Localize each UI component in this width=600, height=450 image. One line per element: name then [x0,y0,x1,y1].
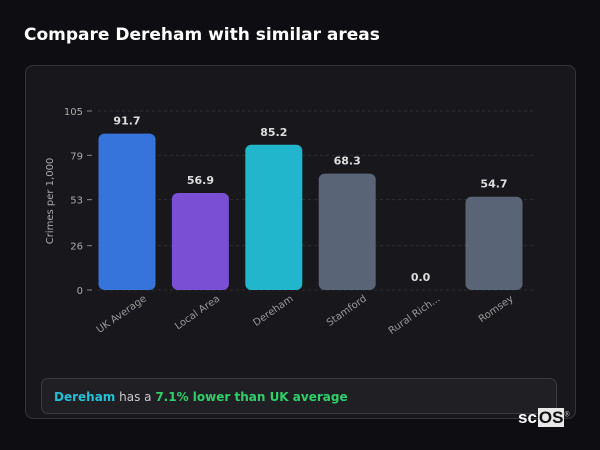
logo-mark: ® [564,411,570,419]
bar-romsey [465,196,523,290]
data-label: 68.3 [334,155,361,168]
summary-box: Dereham has a 7.1% lower than UK average [41,378,557,414]
summary-comparison: 7.1% lower than UK average [155,390,348,404]
x-tick-label: Local Area [173,293,222,332]
summary-area: Dereham [54,390,116,404]
y-tick-label: 26 [70,242,83,253]
x-tick-label: Stamford [325,293,369,328]
data-label: 91.7 [113,115,140,128]
y-tick-label: 0 [77,286,83,297]
x-tick-label: Romsey [477,293,516,325]
scos-logo: sc OS® [517,408,570,428]
y-tick-label: 53 [70,196,83,207]
page-title: Compare Dereham with similar areas [24,25,380,45]
bar-stamford [318,173,376,290]
data-label: 85.2 [260,126,287,139]
x-tick-label: Dereham [251,293,295,328]
logo-text-b: OS [537,408,565,427]
y-axis-label: Crimes per 1,000 [45,158,56,245]
bar-local-area [171,192,229,290]
data-label: 56.9 [187,174,214,187]
y-tick-label: 79 [70,151,83,162]
data-label: 54.7 [480,178,507,191]
data-label: 0.0 [411,271,431,284]
logo-text-a: sc [518,408,537,427]
summary-text: has a [115,390,156,404]
y-tick-label: 105 [64,107,83,118]
bar-dereham [245,144,303,290]
x-tick-label: UK Average [95,293,149,335]
bar-uk-average [98,133,156,290]
x-tick-label: Rural Rich... [387,293,443,337]
